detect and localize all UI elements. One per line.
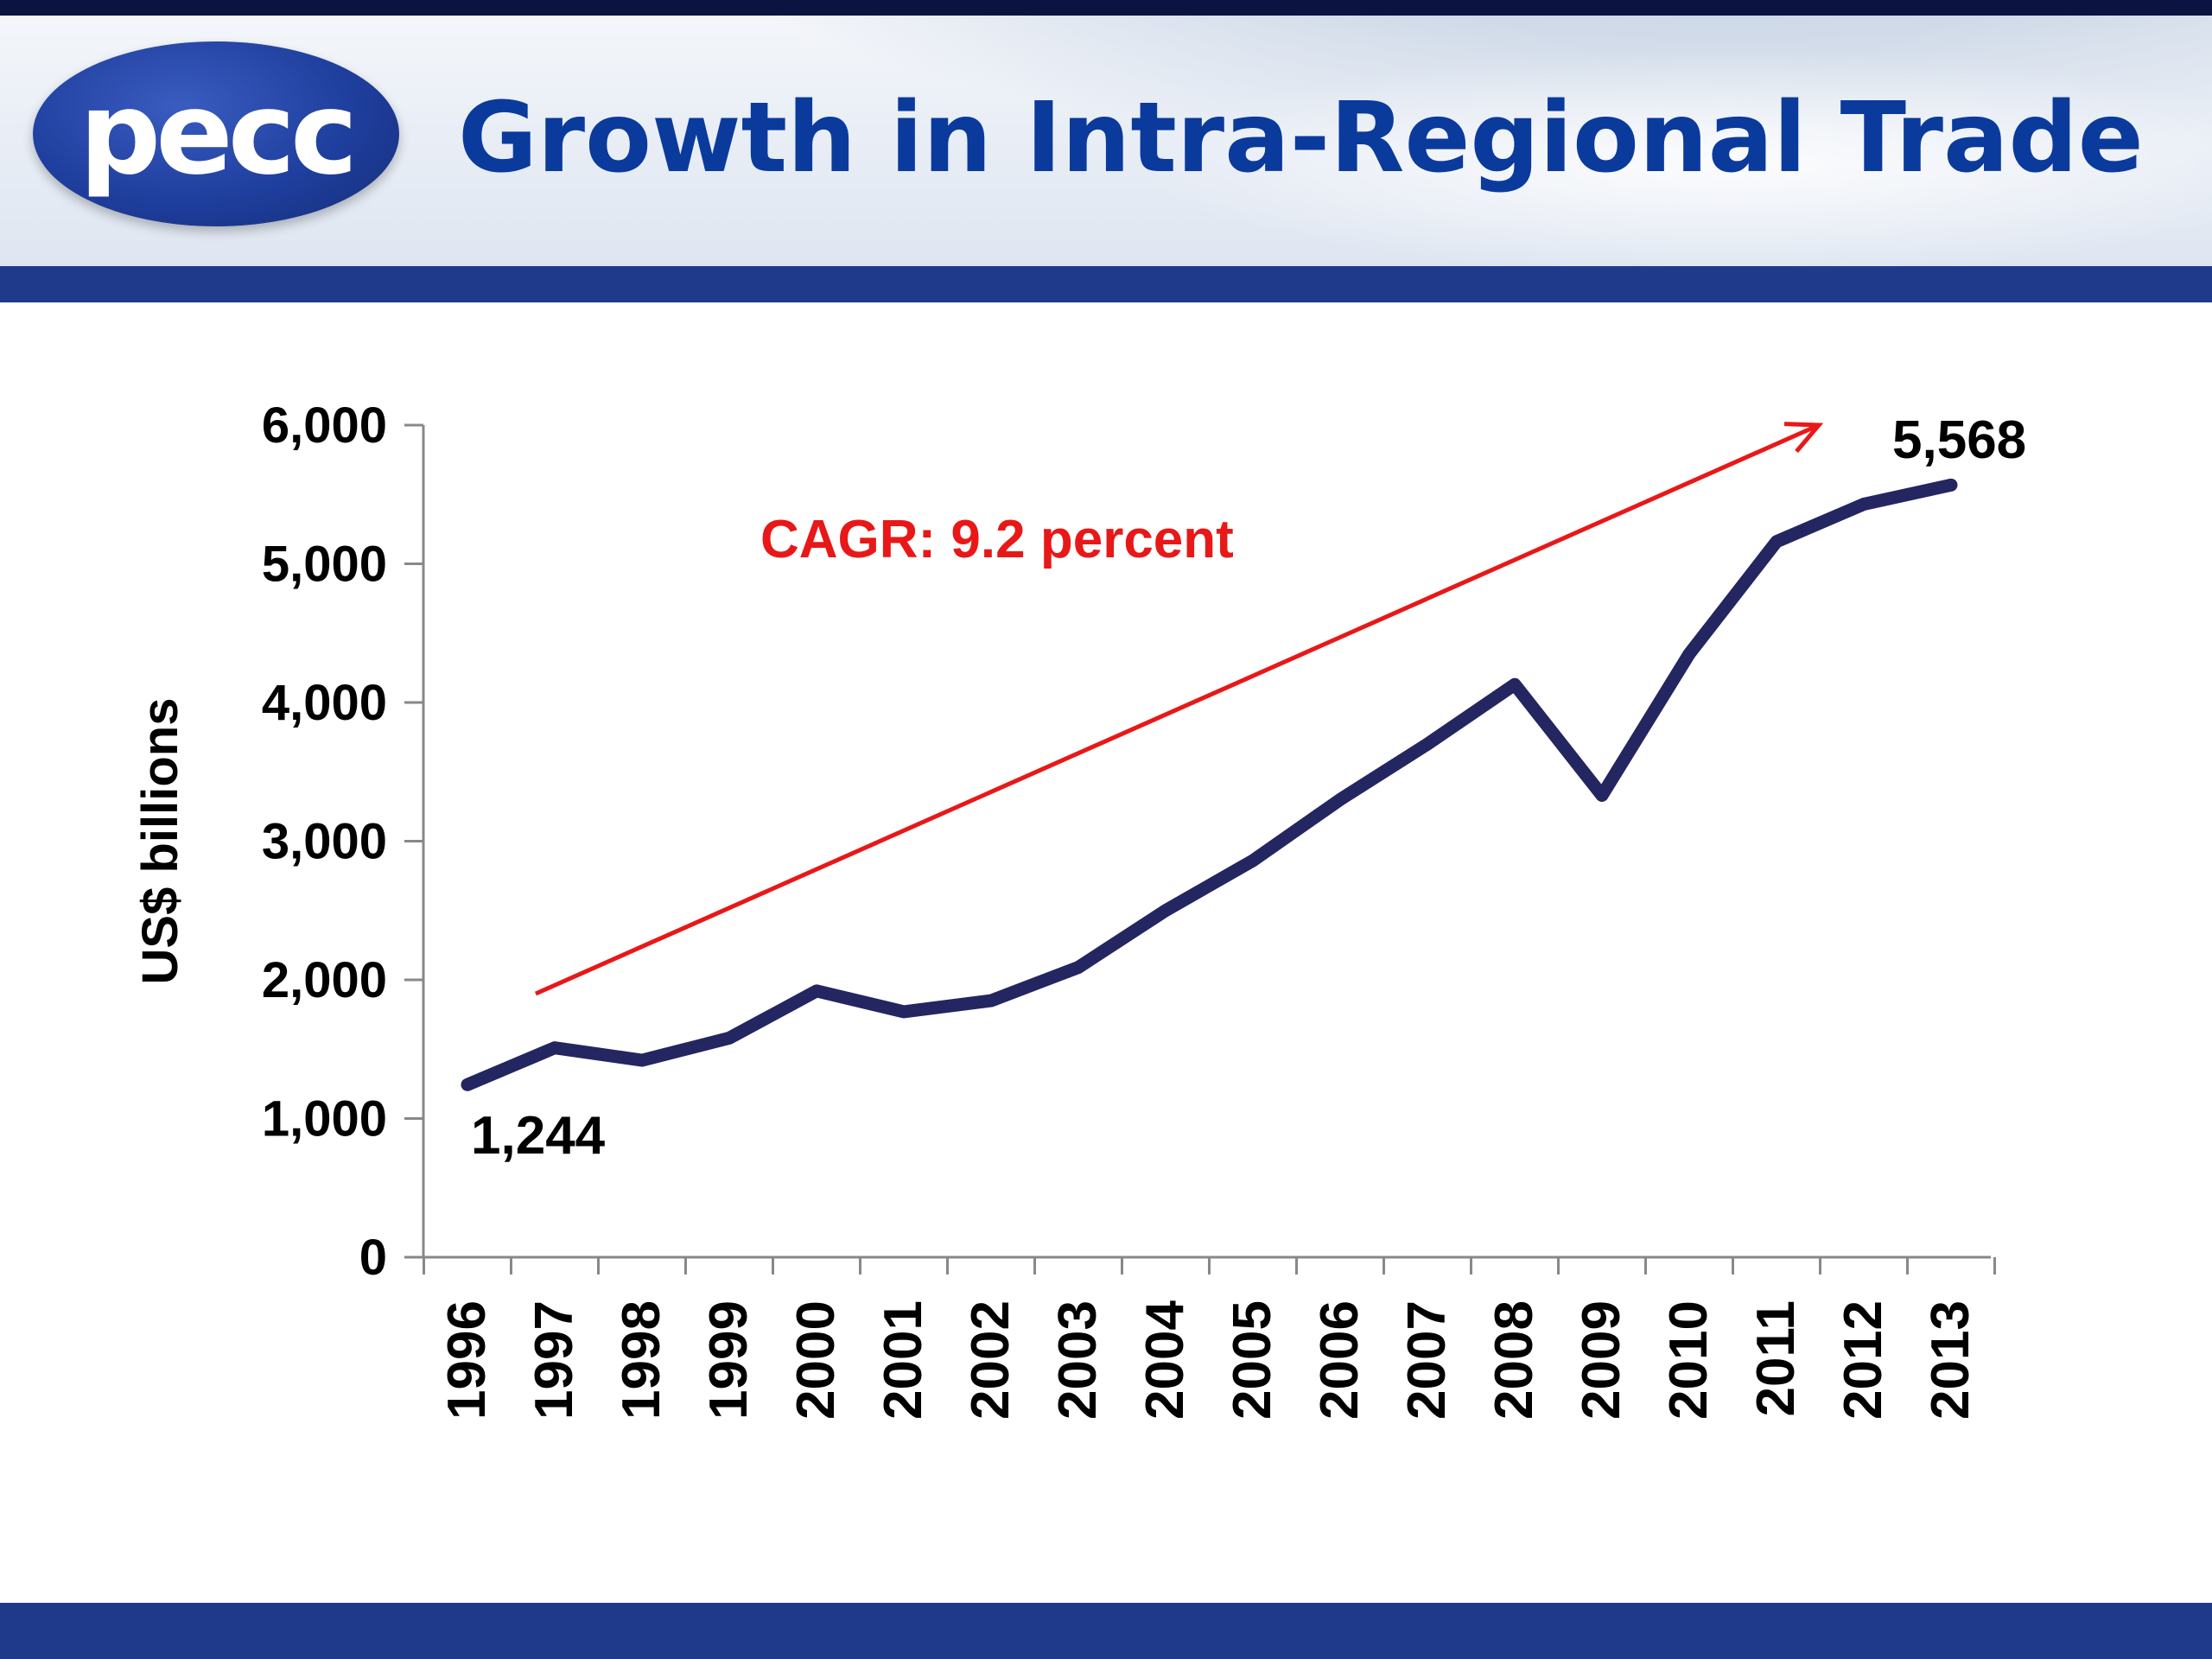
y-axis: 0 1,000 2,000 3,000 4,000 5,000 6,000 US$ billi… [132, 397, 425, 1286]
data-point [641, 1059, 643, 1062]
x-tick-label: 2002 [961, 1300, 1020, 1420]
data-point [728, 1037, 730, 1039]
x-tick-label: 2009 [1572, 1300, 1631, 1420]
x-tick-label: 2007 [1397, 1300, 1457, 1420]
x-tick-label: 2004 [1135, 1300, 1195, 1419]
data-point [1601, 794, 1603, 797]
data-label-start: 1,244 [471, 1106, 606, 1166]
labels-layer: CAGR: 9.2 percent 1,244 5,568 [471, 410, 2026, 1166]
y-tick-label: 5,000 [262, 537, 387, 593]
slide-title: Growth in Intra-Regional Trade [458, 82, 2144, 194]
series-layer [461, 478, 1958, 1091]
data-point [1688, 652, 1690, 655]
x-tick-label: 1996 [437, 1300, 497, 1420]
data-point [1165, 909, 1166, 912]
data-point [1077, 966, 1079, 969]
x-tick-label: 2008 [1484, 1300, 1544, 1420]
x-tick-label: 2003 [1048, 1300, 1108, 1420]
footer-band [0, 1603, 2212, 1659]
x-tick-label: 2012 [1834, 1300, 1893, 1420]
data-point [1427, 743, 1428, 746]
y-axis-title: US$ billions [132, 698, 188, 985]
data-point [1950, 484, 1952, 486]
data-point [1252, 859, 1254, 861]
x-tick-label: 2005 [1223, 1300, 1282, 1420]
series-line [461, 478, 1958, 1091]
trend-arrow [534, 422, 1824, 996]
y-tick-label: 2,000 [262, 952, 387, 1008]
data-point [1863, 503, 1865, 505]
y-tick-label: 6,000 [262, 397, 387, 454]
trend-arrow-head [1783, 422, 1824, 454]
x-tick-label: 1998 [612, 1300, 671, 1420]
data-point [1514, 683, 1516, 686]
data-point [1339, 798, 1341, 801]
y-tick-label: 0 [359, 1230, 387, 1286]
data-point [990, 1000, 992, 1002]
header-band [0, 266, 2212, 302]
x-tick-label: 1997 [524, 1300, 584, 1420]
x-tick-label: 2001 [874, 1300, 933, 1420]
x-tick-label: 1999 [699, 1300, 759, 1420]
logo-text: pecc [79, 67, 359, 200]
top-bar [0, 0, 2212, 16]
cagr-annotation: CAGR: 9.2 percent [760, 510, 1234, 569]
y-tick-label: 4,000 [262, 675, 387, 731]
pecc-logo: pecc [33, 41, 399, 226]
trend-arrow-line [534, 423, 1821, 996]
x-tick-label: 2013 [1921, 1300, 1980, 1420]
data-point [1776, 540, 1777, 543]
y-tick-label: 1,000 [262, 1091, 387, 1147]
data-point [467, 1084, 468, 1086]
y-tick-label: 3,000 [262, 814, 387, 870]
x-tick-label: 2006 [1310, 1300, 1370, 1420]
data-label-end: 5,568 [1892, 410, 2026, 470]
data-point [554, 1046, 556, 1049]
data-point [816, 989, 817, 992]
x-tick-label: 2000 [786, 1300, 846, 1420]
x-tick-label: 2011 [1746, 1300, 1806, 1417]
x-tick-label: 2010 [1659, 1300, 1719, 1420]
data-point [903, 1010, 905, 1013]
x-axis: 1996 1997 1998 1999 2000 2001 2002 2003 2004 2005… [423, 1255, 1996, 1420]
